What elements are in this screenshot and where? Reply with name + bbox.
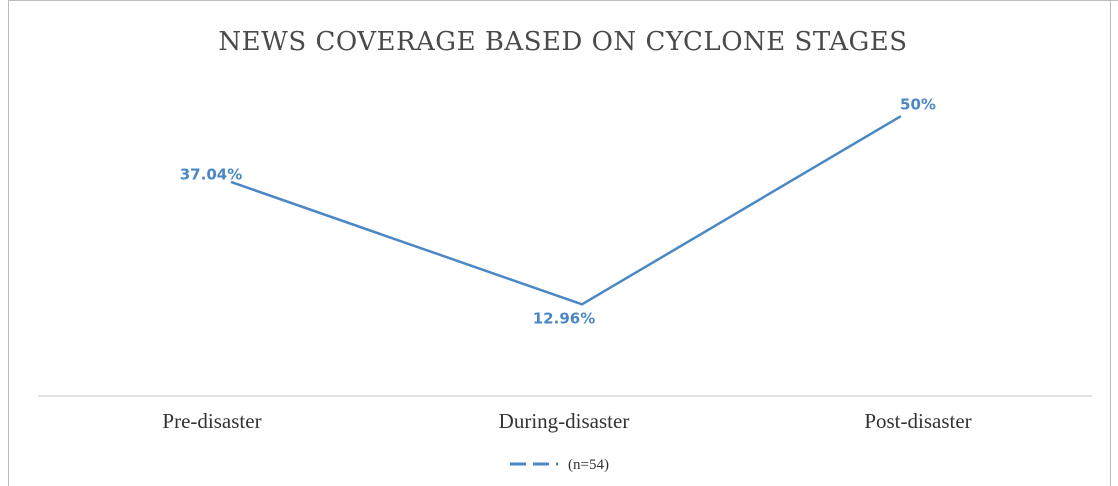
category-tick-label: Pre-disaster xyxy=(162,409,261,433)
legend: (n=54) xyxy=(510,457,609,473)
chart-title: NEWS COVERAGE BASED ON CYCLONE STAGES xyxy=(218,27,907,57)
data-label: 37.04% xyxy=(180,165,242,183)
frame-border-top xyxy=(8,0,1118,1)
data-label: 12.96% xyxy=(533,309,595,327)
category-tick-label: Post-disaster xyxy=(864,409,971,433)
data-label-layer: 37.04% 12.96% 50% xyxy=(180,96,936,328)
series-layer xyxy=(230,115,902,306)
series-line-segment xyxy=(580,115,902,306)
category-axis: Pre-disaster During-disaster Post-disaster xyxy=(162,409,971,433)
legend-series-name: (n=54) xyxy=(568,457,609,473)
frame-border-left xyxy=(8,0,9,486)
category-tick-label: During-disaster xyxy=(499,409,630,433)
frame-border-right xyxy=(1110,0,1111,486)
data-label: 50% xyxy=(900,96,936,114)
series-line-segment xyxy=(230,181,584,306)
